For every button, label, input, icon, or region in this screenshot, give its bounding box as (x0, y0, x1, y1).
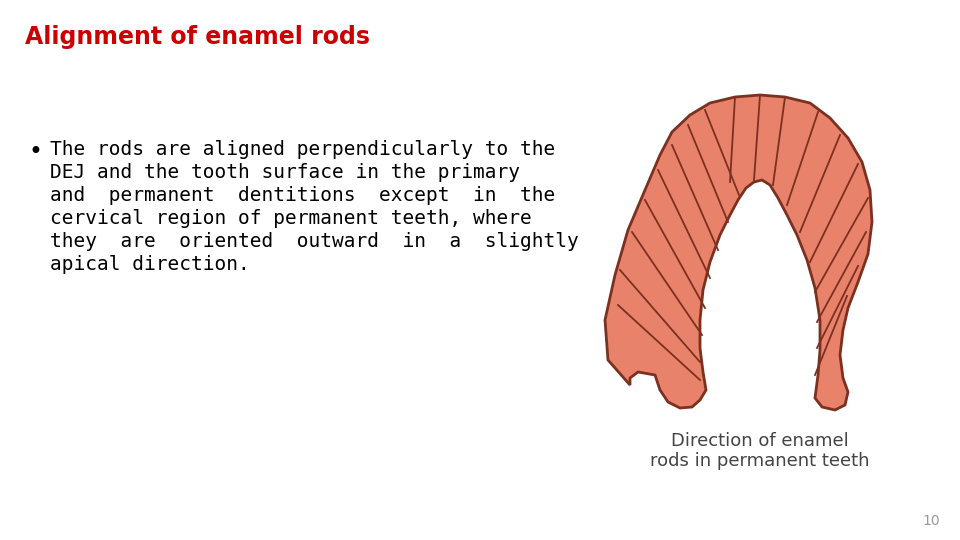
Text: they  are  oriented  outward  in  a  slightly: they are oriented outward in a slightly (50, 232, 579, 251)
Text: 10: 10 (923, 514, 940, 528)
Text: The rods are aligned perpendicularly to the: The rods are aligned perpendicularly to … (50, 140, 555, 159)
Polygon shape (605, 95, 872, 410)
Text: Direction of enamel: Direction of enamel (671, 432, 849, 450)
Text: DEJ and the tooth surface in the primary: DEJ and the tooth surface in the primary (50, 163, 520, 182)
Text: cervical region of permanent teeth, where: cervical region of permanent teeth, wher… (50, 209, 532, 228)
Text: and  permanent  dentitions  except  in  the: and permanent dentitions except in the (50, 186, 555, 205)
Text: apical direction.: apical direction. (50, 255, 250, 274)
Text: •: • (28, 140, 42, 164)
Text: Alignment of enamel rods: Alignment of enamel rods (25, 25, 370, 49)
Text: rods in permanent teeth: rods in permanent teeth (650, 452, 870, 470)
